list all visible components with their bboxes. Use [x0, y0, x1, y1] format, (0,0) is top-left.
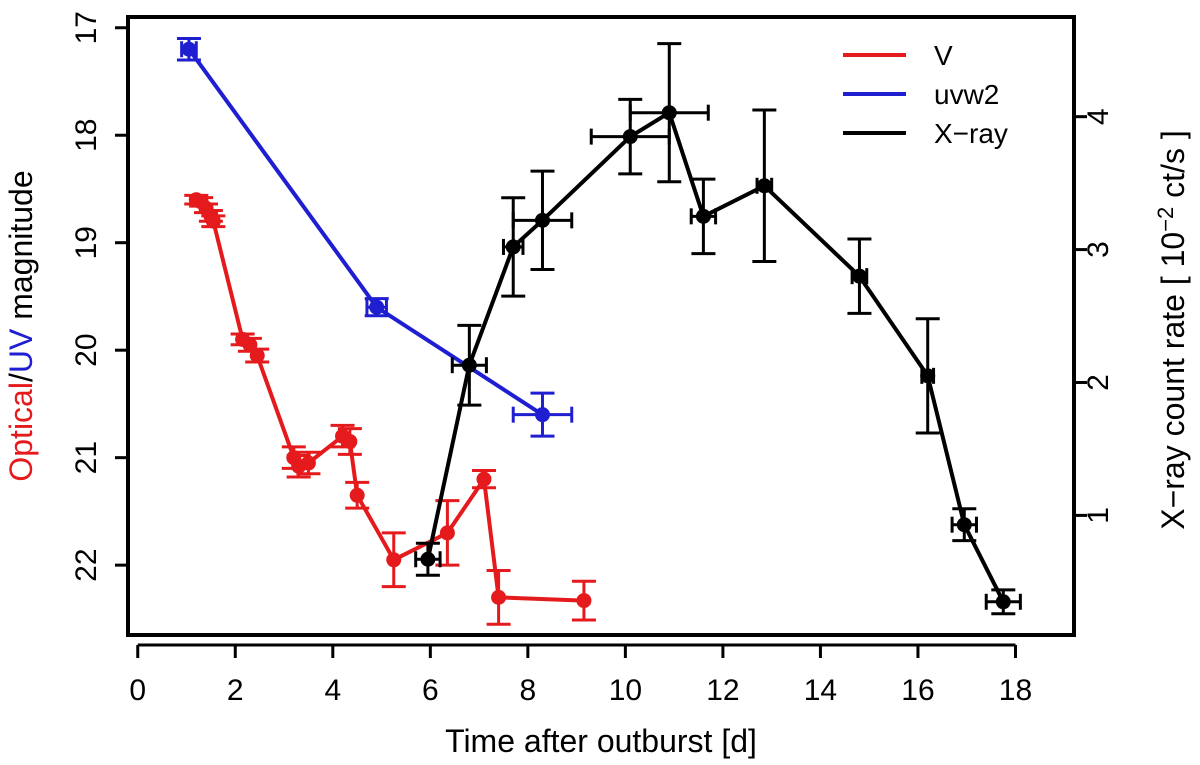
y-left-tick-label: 17 — [70, 11, 103, 44]
series-line — [425, 110, 1006, 603]
x-tick-label: 2 — [227, 674, 244, 707]
x-tick-label: 18 — [999, 674, 1032, 707]
y-right-tick-label: 3 — [1082, 241, 1115, 258]
y-axis-title-left: Optical/UV magnitude — [3, 170, 39, 481]
x-tick-label: 14 — [804, 674, 837, 707]
x-tick-label: 12 — [706, 674, 739, 707]
data-point — [534, 212, 550, 228]
y-right-tick-label: 2 — [1082, 374, 1115, 391]
data-point — [851, 268, 867, 284]
data-point — [661, 105, 677, 121]
x-axis-title: Time after outburst [d] — [445, 723, 757, 759]
y-right-tick-label: 4 — [1082, 108, 1115, 125]
data-point — [576, 593, 592, 609]
y-axis-title-part: magnitude — [3, 170, 39, 328]
data-point — [622, 129, 638, 145]
data-point — [439, 525, 455, 541]
data-point — [920, 368, 936, 384]
y-axis-title-part: Optical — [3, 382, 39, 482]
series-x-ray — [414, 42, 1022, 616]
series-layer — [176, 36, 1022, 626]
series-line — [195, 197, 584, 603]
data-point — [369, 299, 385, 315]
data-point — [995, 594, 1011, 610]
y-axis-title-right-exponent: −2 — [1153, 207, 1178, 232]
data-point — [386, 552, 402, 568]
data-point — [956, 517, 972, 533]
x-tick-label: 16 — [901, 674, 934, 707]
y-axis-title-part: UV — [3, 328, 39, 373]
y-left-tick-label: 21 — [70, 441, 103, 474]
plot-frame — [126, 15, 1076, 637]
series-line — [187, 48, 544, 417]
x-tick-label: 8 — [520, 674, 537, 707]
data-point — [491, 589, 507, 605]
y-axis-title-right: X−ray count rate [ 10−2 ct/s ] — [1153, 130, 1191, 530]
x-tick-label: 6 — [422, 674, 439, 707]
x-tick-label: 10 — [609, 674, 642, 707]
data-point — [249, 348, 265, 364]
legend-label: V — [934, 40, 953, 71]
data-point — [461, 357, 477, 373]
data-point — [756, 178, 772, 194]
y-axis-title-right-prefix: X−ray count rate [ 10 — [1155, 232, 1191, 530]
series-uvw2 — [176, 36, 574, 438]
data-point — [695, 208, 711, 224]
y-axis-title-part: / — [3, 373, 39, 382]
data-point — [476, 471, 492, 487]
series-v — [184, 192, 596, 626]
x-tick-label: 0 — [129, 674, 146, 707]
data-point — [505, 239, 521, 255]
legend-label: uvw2 — [934, 79, 999, 110]
data-point — [420, 551, 436, 567]
data-point — [349, 487, 365, 503]
data-point — [205, 213, 221, 229]
legend-label: X−ray — [934, 118, 1008, 149]
x-tick-label: 4 — [324, 674, 341, 707]
y-right-tick-label: 1 — [1082, 507, 1115, 524]
y-left-tick-label: 20 — [70, 333, 103, 366]
y-axis-title-right-suffix: ct/s ] — [1155, 130, 1191, 206]
y-left-tick-label: 18 — [70, 119, 103, 152]
data-point — [181, 41, 197, 57]
data-point — [300, 455, 316, 471]
data-point — [342, 434, 358, 450]
data-point — [534, 407, 550, 423]
y-left-tick-label: 19 — [70, 226, 103, 259]
y-left-tick-label: 22 — [70, 548, 103, 581]
